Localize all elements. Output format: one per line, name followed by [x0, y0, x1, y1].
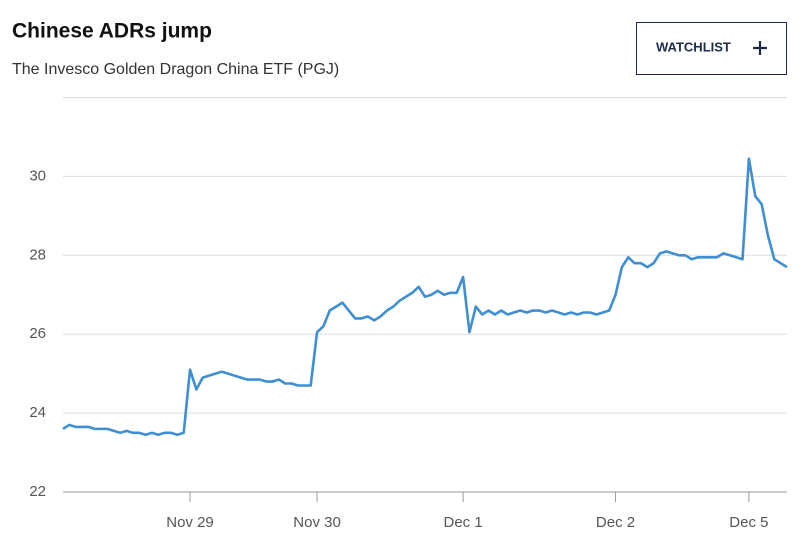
x-tick-label: Dec 5 — [729, 514, 768, 531]
y-tick-label: 28 — [29, 246, 46, 263]
y-tick-label: 30 — [29, 167, 46, 184]
chart-title: Chinese ADRs jump — [12, 20, 212, 43]
price-line — [62, 157, 788, 437]
watchlist-button[interactable]: WATCHLIST — [636, 22, 787, 75]
plus-icon[interactable] — [753, 41, 767, 55]
y-tick-label: 24 — [29, 404, 46, 421]
x-tick-label: Dec 1 — [444, 514, 483, 531]
x-tick-label: Dec 2 — [596, 514, 635, 531]
chart-subtitle: The Invesco Golden Dragon China ETF (PGJ… — [12, 61, 339, 78]
x-tick-label: Nov 29 — [166, 514, 214, 531]
y-tick-label: 26 — [29, 325, 46, 342]
button-label[interactable]: WATCHLIST — [656, 39, 731, 54]
y-tick-label: 22 — [29, 483, 46, 500]
x-tick-label: Nov 30 — [293, 514, 341, 531]
